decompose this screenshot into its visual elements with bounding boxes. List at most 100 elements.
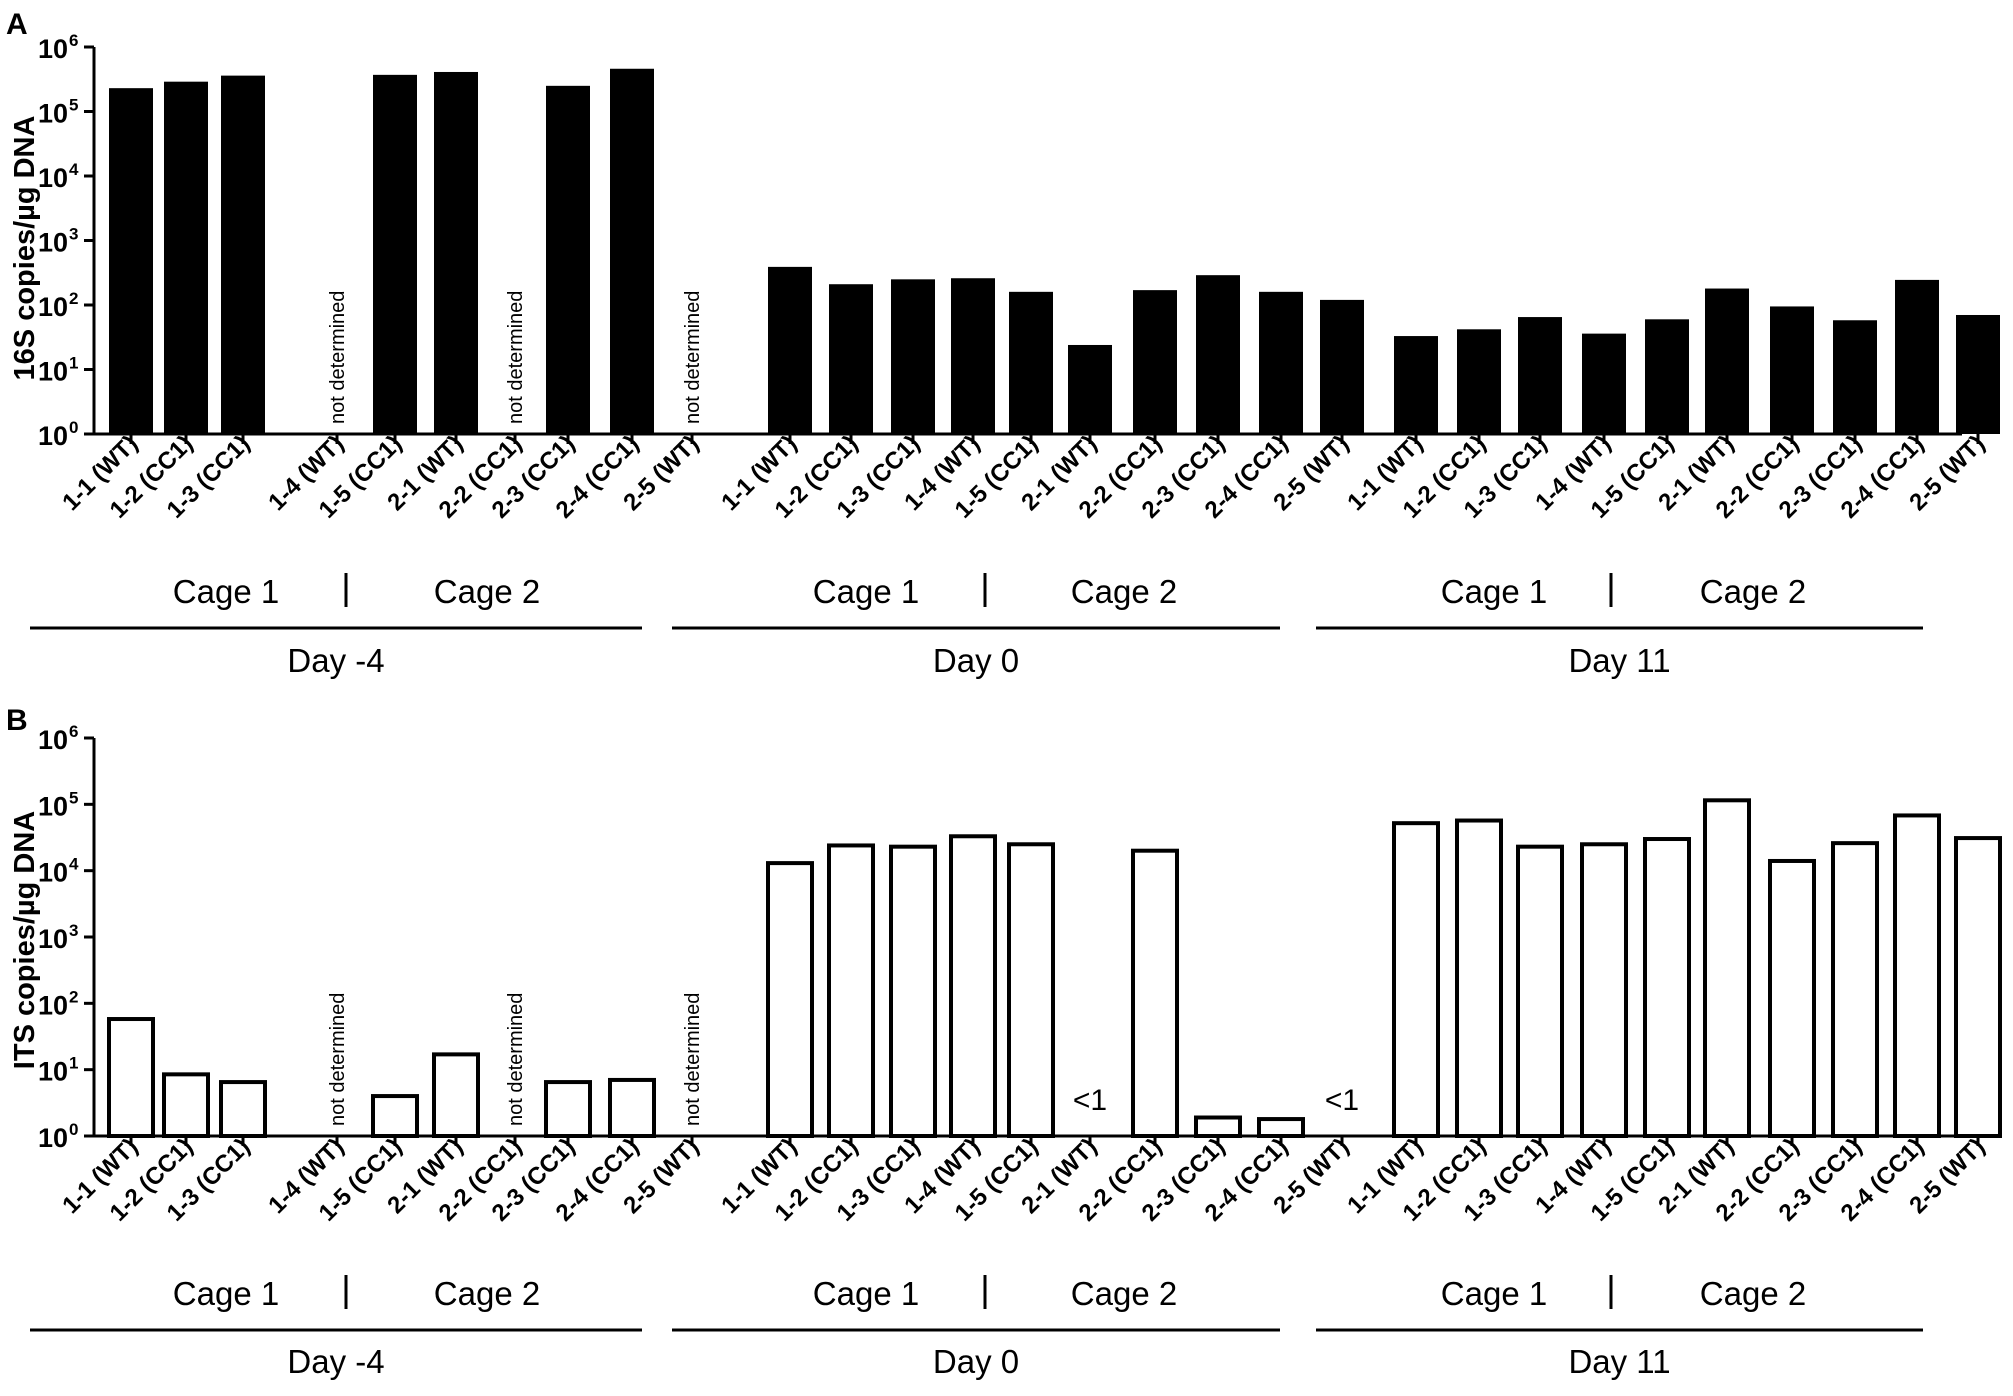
bar <box>1131 848 1179 1139</box>
day-group-label: Day 0 <box>933 1343 1019 1380</box>
bar <box>1394 336 1438 434</box>
bar <box>1831 841 1879 1138</box>
bar <box>1643 837 1691 1139</box>
bar <box>1582 333 1626 434</box>
cage-2-label: Cage 2 <box>1700 1275 1806 1312</box>
bar <box>951 278 995 434</box>
bar <box>891 279 935 434</box>
bar <box>219 1080 267 1139</box>
cage-1-label: Cage 1 <box>1441 1275 1547 1312</box>
cage-2-label: Cage 2 <box>434 1275 540 1312</box>
bar <box>1956 314 2000 434</box>
y-tick-exponent: 3 <box>69 921 78 940</box>
bar <box>1954 836 2002 1138</box>
cage-2-label: Cage 2 <box>1071 1275 1177 1312</box>
bar <box>544 1080 592 1139</box>
y-tick-label: 10 <box>38 924 68 954</box>
bar <box>162 1072 210 1138</box>
cage-1-label: Cage 1 <box>173 1275 279 1312</box>
bar <box>1580 842 1628 1138</box>
not-determined-label: not determined <box>682 291 704 424</box>
bar <box>432 1052 480 1139</box>
y-tick-exponent: 1 <box>69 1054 78 1073</box>
bar <box>1645 319 1689 434</box>
bar <box>1833 320 1877 434</box>
y-tick-exponent: 6 <box>69 722 78 741</box>
day-group-label: Day 0 <box>933 642 1019 679</box>
cage-1-label: Cage 1 <box>813 573 919 610</box>
y-tick-exponent: 2 <box>69 987 78 1006</box>
below-detection-label: <1 <box>1325 1084 1359 1117</box>
bar <box>1770 306 1814 434</box>
bar <box>1009 291 1053 434</box>
bar <box>949 834 997 1138</box>
bar <box>109 88 153 435</box>
y-tick-label: 10 <box>38 858 68 888</box>
day-group-label: Day 11 <box>1568 1343 1670 1380</box>
y-tick-label: 10 <box>38 163 68 193</box>
y-tick-label: 10 <box>38 99 68 129</box>
bar <box>766 861 814 1138</box>
y-tick-exponent: 0 <box>69 1120 78 1139</box>
bar <box>1516 844 1564 1138</box>
y-tick-label: 10 <box>38 990 68 1020</box>
y-tick-exponent: 4 <box>69 855 79 874</box>
y-tick-label: 10 <box>38 228 68 258</box>
y-tick-label: 10 <box>38 1057 68 1087</box>
cage-1-label: Cage 1 <box>1441 573 1547 610</box>
y-tick-exponent: 0 <box>69 418 78 437</box>
y-tick-label: 10 <box>38 357 68 387</box>
not-determined-label: not determined <box>505 291 527 424</box>
bar <box>829 284 873 434</box>
y-tick-label: 10 <box>38 421 68 451</box>
bar <box>371 1094 419 1138</box>
day-group-label: Day -4 <box>287 1343 384 1380</box>
cage-1-label: Cage 1 <box>813 1275 919 1312</box>
cage-1-label: Cage 1 <box>173 573 279 610</box>
day-group-label: Day 11 <box>1568 642 1670 679</box>
bar <box>1703 798 1751 1139</box>
bar <box>768 266 812 434</box>
bar <box>1320 299 1364 434</box>
panel-letter-a: A <box>6 8 28 41</box>
y-axis-title-a: 16S copies/µg DNA <box>9 116 41 381</box>
y-tick-label: 10 <box>38 791 68 821</box>
bar <box>1705 288 1749 434</box>
bar <box>1257 1117 1305 1138</box>
y-tick-exponent: 3 <box>69 225 78 244</box>
bar <box>434 71 478 435</box>
bar <box>221 75 265 434</box>
bar <box>373 74 417 435</box>
cage-2-label: Cage 2 <box>434 573 540 610</box>
y-tick-label: 10 <box>38 292 68 322</box>
y-tick-exponent: 2 <box>69 289 78 308</box>
bar <box>546 85 590 434</box>
bar <box>1392 821 1440 1138</box>
bar <box>610 68 654 434</box>
not-determined-label: not determined <box>505 993 527 1126</box>
bar <box>1455 818 1503 1138</box>
bar <box>889 844 937 1138</box>
bar <box>1259 291 1303 434</box>
cage-2-label: Cage 2 <box>1071 573 1177 610</box>
not-determined-label: not determined <box>327 291 349 424</box>
y-axis-title-b: ITS copies/µg DNA <box>9 811 41 1069</box>
bar <box>1007 842 1055 1138</box>
bar <box>107 1017 155 1138</box>
y-tick-exponent: 5 <box>69 96 78 115</box>
panel-letter-b: B <box>6 704 28 737</box>
not-determined-label: not determined <box>327 993 349 1126</box>
y-tick-exponent: 1 <box>69 354 78 373</box>
bar <box>827 843 875 1138</box>
y-tick-exponent: 5 <box>69 788 78 807</box>
bar <box>1768 858 1816 1138</box>
bar <box>1068 344 1112 434</box>
below-detection-label: <1 <box>1073 1084 1107 1117</box>
cage-2-label: Cage 2 <box>1700 573 1806 610</box>
bar <box>1194 1115 1242 1139</box>
